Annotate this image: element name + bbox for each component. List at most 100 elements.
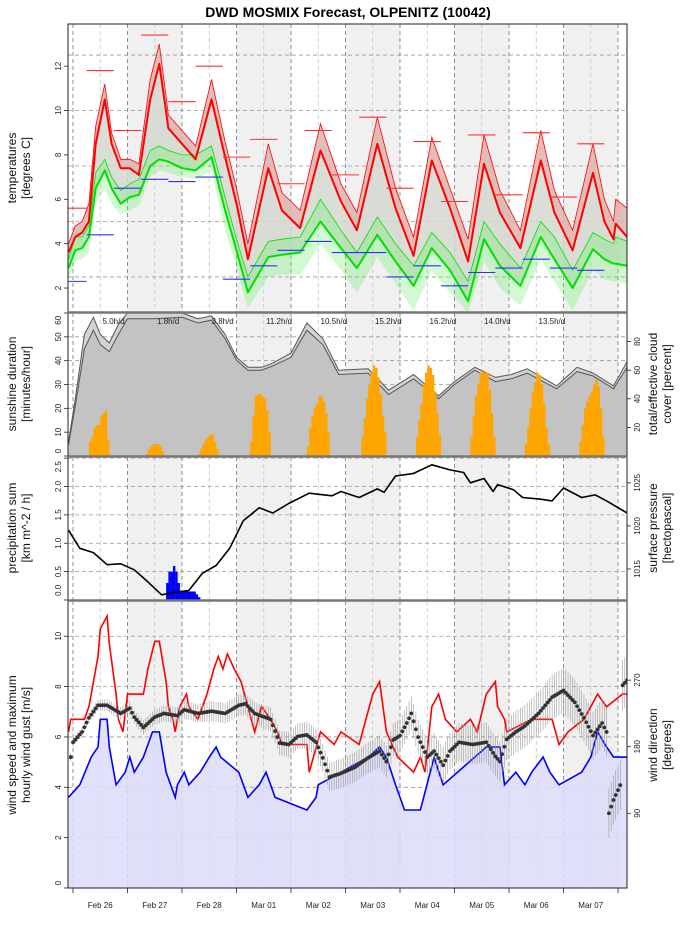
wind-direction-point [248,706,253,711]
sunshine-bar [536,372,539,456]
sunshine-bar [429,367,432,456]
left-axis-tick-label: 10 [54,427,63,436]
wind-direction-point [484,740,489,745]
wind-direction-point [86,715,91,720]
sunshine-bar [415,436,419,456]
sunshine-bar [418,420,421,456]
sunshine-bar [524,444,528,456]
precipitation-ylabel-line2: [km m^-2 / h] [19,494,33,563]
sunshine-bar [102,413,105,456]
wind-direction-point [377,749,382,754]
sunshine-bar [104,410,108,456]
left-axis-tick-label: 2 [54,835,63,840]
left-axis-tick-label: 1.5 [54,509,63,521]
wind-direction-point [411,719,416,724]
sunshine-bar [206,436,210,456]
wind-direction-point [416,735,421,740]
x-axis-day-label: Mar 01 [251,901,276,910]
precipitation-bar [186,591,190,600]
sunshine-bar [581,425,585,456]
wind-direction-point [445,753,450,758]
wind-direction-ylabel-line2: [degrees] [660,720,674,770]
sunshine-bar [424,372,428,456]
sunshine-bar [256,394,260,456]
sunshine-bar [543,403,546,456]
left-axis-tick-label: 8 [54,684,63,689]
precipitation-bar [184,591,187,600]
wind-direction-point [379,752,384,757]
sunshine-bar [479,372,482,456]
temperature-band [68,44,627,262]
sunshine-bar [436,413,439,456]
wind-direction-point [568,695,573,700]
sunshine-daily-total: 16.2h/d [430,317,457,326]
wind-direction-point [593,730,598,735]
sunshine-bar [597,386,601,456]
wind-direction-point [541,706,545,710]
left-axis-tick-label: 30 [54,380,63,389]
sunshine-bar [477,384,480,456]
sunshine-bar [263,398,267,456]
sunshine-bar [488,389,492,456]
sunshine-bar [97,425,101,456]
panel-4-plot-area [68,613,627,888]
right-axis-tick-label: 20 [633,422,642,431]
sunshine-bar [370,372,373,456]
wind-direction-point [68,755,73,759]
wind-direction-point [611,798,616,802]
sunshine-bar [493,436,496,456]
wind-direction-point [491,750,496,755]
wind-direction-point [613,793,618,797]
pressure-line [68,463,627,596]
sunshine-bar [107,439,110,456]
pressure-ylabel-line1: surface pressure [646,483,660,573]
right-axis-tick-label: 180 [633,739,642,753]
sunshine-bar [470,436,473,456]
sunshine-bar [384,432,387,456]
panel-2-plot-area: 5.0h/d 1.8h/d 3.8h/d 11.2h/d 10.5h/d 15.2h/d 1… [68,313,627,456]
sunshine-bar [540,384,544,456]
wind-direction-point [420,745,425,749]
wind-direction-point [80,730,84,734]
left-axis-tick-label: 6 [54,734,63,739]
wind-direction-point [493,754,498,759]
sunshine-bar [602,436,605,456]
tick-labels: 246810120102030405060204060800.00.51.01.… [54,61,642,910]
precipitation-bar [197,597,201,600]
sunshine-bar [250,441,253,456]
x-axis-day-label: Mar 06 [524,901,549,910]
sunshine-bar [204,439,208,456]
x-axis-day-label: Mar 07 [578,901,603,910]
wind-direction-point [127,706,132,711]
precipitation-bar [175,571,178,600]
wind-direction-point [89,712,94,717]
wind-direction-point [136,720,141,725]
sunshine-bar [309,427,312,456]
sunshine-ylabel-line1: sunshine duration [5,337,19,432]
sunshine-bar [100,415,103,456]
wind-direction-point [441,763,446,768]
panel-frames [67,23,628,889]
x-axis-day-label: Mar 03 [360,901,385,910]
sunshine-bar [586,401,589,456]
left-axis-tick-label: 4 [54,241,63,246]
right-axis-tick-label: 40 [633,394,642,403]
precipitation-bar [188,591,192,600]
temperature-ylabel-line1: temperatures [5,133,19,204]
wind-direction-point [584,720,589,725]
sunshine-bar [320,396,323,456]
wind-direction-point [498,759,502,764]
sunshine-bar [152,444,155,456]
wind-direction-point [563,690,568,695]
cloud-ylabel-line1: total/effective cloud [646,333,660,436]
wind-direction-point [386,752,391,757]
sunshine-bar [306,446,310,456]
right-axis-tick-label: 90 [633,808,642,817]
wind-direction-point [600,721,605,725]
left-axis-tick-label: 10 [54,631,63,640]
pressure-ylabel-line2: [hectopascal] [660,493,674,564]
wind-direction-point [561,688,566,693]
sunshine-bar [361,436,364,456]
wind-direction-point [139,722,144,727]
sunshine-bar [268,432,271,456]
